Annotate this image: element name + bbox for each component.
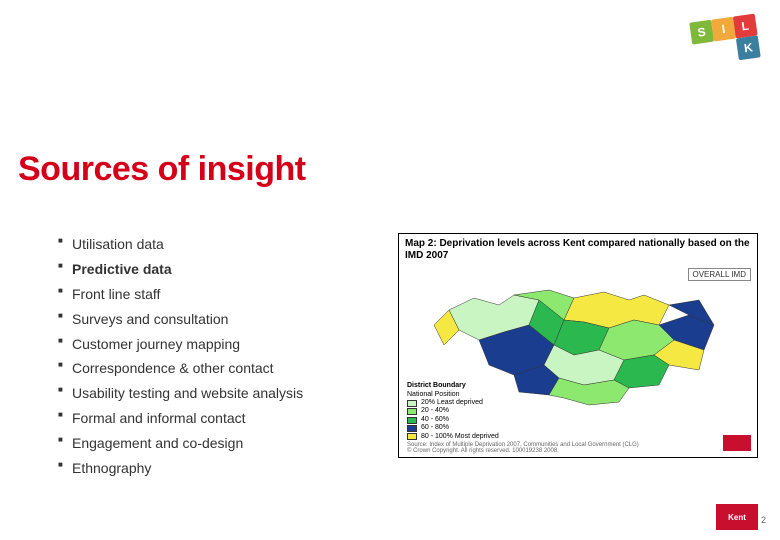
legend-label: 20% Least deprived: [421, 399, 483, 407]
logo-cube-l: L: [733, 14, 758, 39]
kent-logo-icon: [723, 435, 751, 451]
bullet-item: Surveys and consultation: [58, 310, 303, 329]
legend-row: 60 - 80%: [407, 424, 499, 432]
bullet-item: Engagement and co-design: [58, 434, 303, 453]
bullet-item: Customer journey mapping: [58, 335, 303, 354]
map-legend: District Boundary National Position 20% …: [407, 382, 499, 441]
bullet-item: Formal and informal contact: [58, 409, 303, 428]
logo-cube-k: K: [736, 35, 761, 60]
map-container: Map 2: Deprivation levels across Kent co…: [398, 233, 758, 458]
legend-swatch: [407, 433, 417, 440]
logo-cube-s: S: [689, 20, 714, 45]
page-number: 2: [761, 515, 766, 525]
legend-label: 60 - 80%: [421, 424, 449, 432]
legend-swatch: [407, 417, 417, 424]
bullet-item: Utilisation data: [58, 235, 303, 254]
legend-label: 80 - 100% Most deprived: [421, 433, 499, 441]
bullet-item: Front line staff: [58, 285, 303, 304]
legend-row: 20 - 40%: [407, 407, 499, 415]
slide-title: Sources of insight: [18, 150, 306, 189]
legend-swatch: [407, 408, 417, 415]
bullet-item: Usability testing and website analysis: [58, 384, 303, 403]
legend-label: 40 - 60%: [421, 416, 449, 424]
bullet-item: Correspondence & other contact: [58, 359, 303, 378]
footer-kent-logo: Kent: [716, 504, 758, 530]
map-source: Source: Index of Multiple Deprivation 20…: [407, 442, 639, 455]
legend-title: District Boundary: [407, 382, 499, 390]
silk-logo: S I L K: [689, 14, 760, 67]
bullet-item: Predictive data: [58, 260, 303, 279]
logo-cube-i: I: [711, 17, 736, 42]
legend-row: 80 - 100% Most deprived: [407, 433, 499, 441]
bullet-list: Utilisation data Predictive data Front lin…: [58, 235, 303, 484]
legend-subtitle: National Position: [407, 391, 499, 399]
legend-label: 20 - 40%: [421, 407, 449, 415]
legend-row: 40 - 60%: [407, 416, 499, 424]
bullet-item: Ethnography: [58, 459, 303, 478]
legend-swatch: [407, 425, 417, 432]
map-title: Map 2: Deprivation levels across Kent co…: [405, 238, 751, 262]
legend-swatch: [407, 400, 417, 407]
legend-row: 20% Least deprived: [407, 399, 499, 407]
